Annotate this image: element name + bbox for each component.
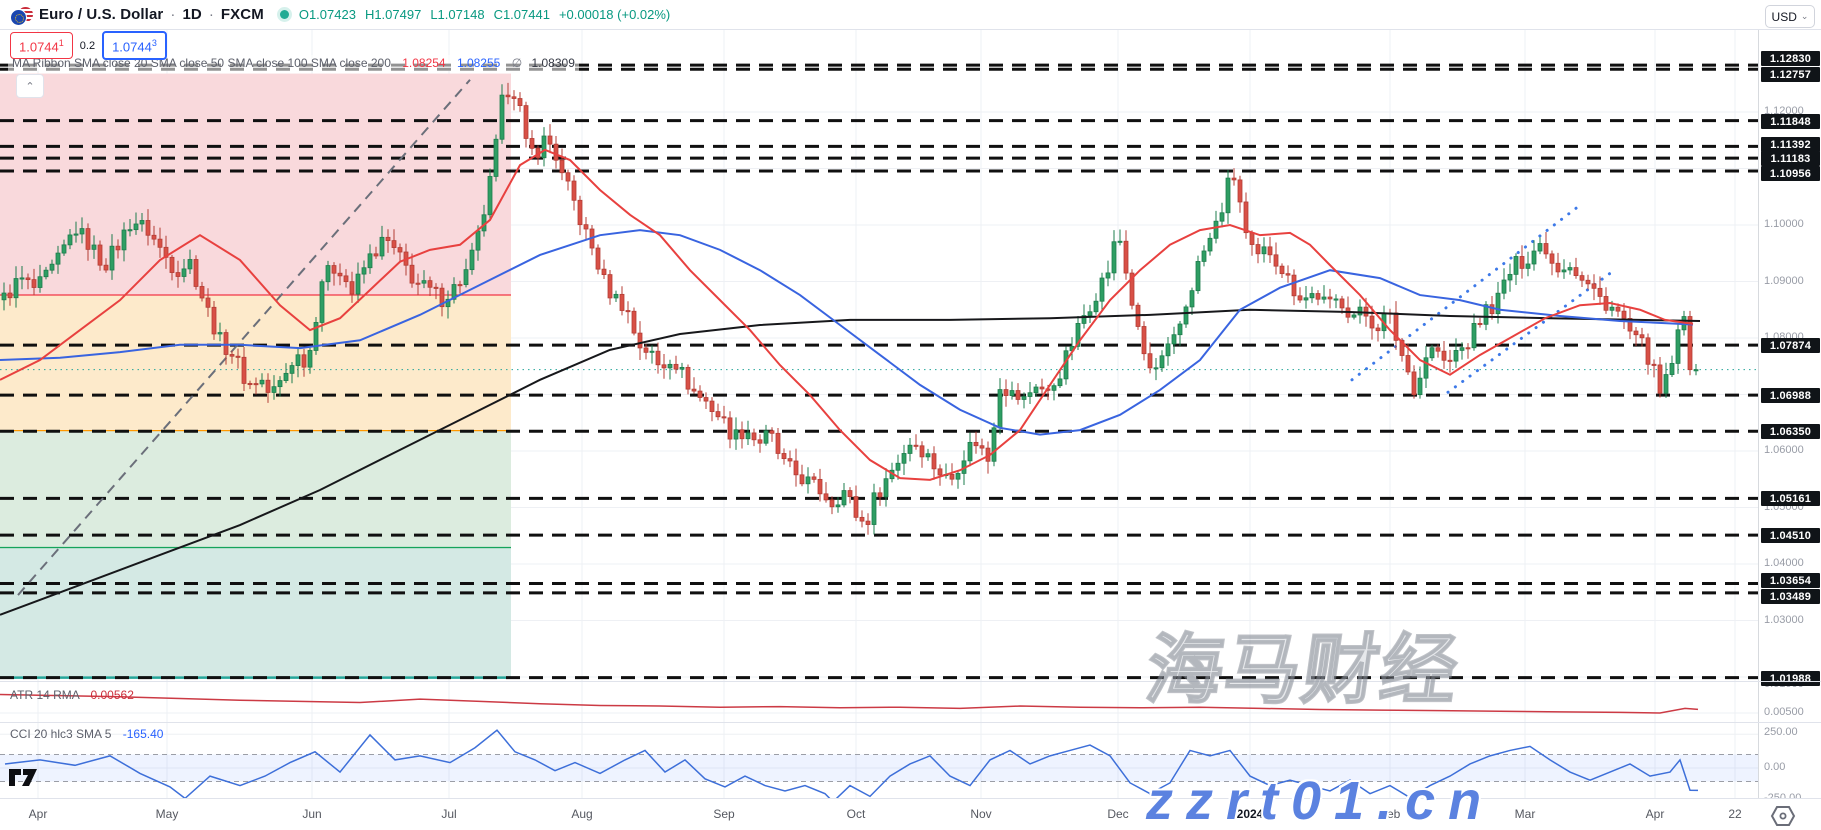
ohlc-values: O1.07423 H1.07497 L1.07148 C1.07441 +0.0… (299, 7, 670, 22)
quote-row: 1.07441 0.2 1.07443 (10, 31, 167, 61)
chevron-up-icon: ⌃ (25, 80, 35, 93)
price-scale-tick: 0.00 (1764, 761, 1786, 773)
currency-selector[interactable]: USD ⌄ (1765, 5, 1815, 28)
currency-label: USD (1771, 9, 1797, 24)
price-scale-tick: 0.00500 (1764, 706, 1804, 718)
price-level-tag: 1.05161 (1761, 491, 1820, 506)
cci-pane (0, 729, 1758, 798)
symbol-button[interactable]: Euro / U.S. Dollar · 1D · FXCM (0, 5, 264, 26)
time-axis-label: Dec (1107, 807, 1129, 821)
time-axis-label: Apr (28, 807, 48, 821)
time-axis-label: Feb (1379, 807, 1401, 821)
collapse-legend-button[interactable]: ⌃ (16, 74, 44, 98)
price-level-tag: 1.11848 (1761, 114, 1820, 129)
time-axis-label: Oct (846, 807, 866, 821)
price-level-tag: 1.11392 (1761, 137, 1820, 152)
hexagon-icon[interactable] (1770, 805, 1796, 827)
change-value: +0.00018 (+0.02%) (558, 7, 671, 22)
zone-green (0, 431, 511, 549)
atr-title[interactable]: ATR 14 RMA (10, 688, 80, 702)
chart-topbar: Euro / U.S. Dollar · 1D · FXCM O1.07423 … (0, 0, 1821, 30)
sma20-line (0, 148, 1694, 481)
price-level-tag: 1.12830 (1761, 51, 1820, 66)
time-axis-label: Nov (970, 807, 992, 821)
time-axis-label: May (155, 807, 179, 821)
price-scale-tick: 1.03000 (1764, 614, 1804, 626)
timeframe-label[interactable]: 1D (182, 6, 202, 23)
chart-plot-area[interactable] (0, 0, 1758, 799)
close-value: C1.07441 (493, 7, 550, 22)
atr-legend[interactable]: ATR 14 RMA 0.00562 (10, 688, 134, 702)
cci-title[interactable]: CCI 20 hlc3 SMA 5 (10, 727, 112, 741)
exchange-label: FXCM (220, 6, 264, 23)
sma200-value: 1.08309 (531, 56, 575, 70)
time-axis-label: Aug (571, 807, 593, 821)
time-axis-label: Apr (1645, 807, 1665, 821)
pane-separator[interactable] (0, 722, 1821, 723)
atr-line (0, 693, 1699, 714)
zone-pink (0, 73, 511, 296)
zone-orange (0, 295, 511, 432)
site-watermark: zzrt01.cn (1146, 771, 1495, 830)
timescale-separator (0, 798, 1821, 799)
sell-button[interactable]: 1.07441 (10, 32, 73, 60)
symbol-title[interactable]: Euro / U.S. Dollar (39, 6, 164, 23)
time-axis-label: 2024 (1236, 807, 1264, 821)
cci-line (4, 729, 1699, 798)
sma100-value: ∅ (511, 56, 523, 70)
pane-separator[interactable] (0, 681, 1821, 682)
price-scale-tick: 1.04000 (1764, 557, 1804, 569)
chevron-down-icon: ⌄ (1800, 11, 1809, 21)
time-axis-label: Sep (713, 807, 735, 821)
spread-value: 0.2 (79, 39, 96, 52)
price-scale-tick: 1.06000 (1764, 444, 1804, 456)
price-scale-tick: 1.09000 (1764, 275, 1804, 287)
time-axis-label: Jul (441, 807, 457, 821)
trendline-dashed (17, 79, 471, 596)
trendline-dotted (1350, 203, 1582, 382)
cci-legend[interactable]: CCI 20 hlc3 SMA 5 -165.40 (10, 727, 163, 741)
cci-value: -165.40 (122, 727, 164, 741)
price-level-tag: 1.12757 (1761, 67, 1820, 82)
high-value: H1.07497 (364, 7, 422, 22)
market-status-icon[interactable] (279, 10, 289, 19)
brand-watermark: 海马财经 (1140, 627, 1466, 714)
time-axis-label: Jun (302, 807, 322, 821)
price-level-tag: 1.10956 (1761, 166, 1820, 181)
time-axis-label: Mar (1514, 807, 1536, 821)
price-scale-tick: 250.00 (1764, 726, 1798, 738)
price-level-tag: 1.06988 (1761, 388, 1820, 403)
price-level-tag: 1.01988 (1761, 671, 1820, 686)
main-pane (0, 63, 1758, 680)
eurusd-flag-icon (10, 5, 34, 26)
zone-teal (0, 548, 511, 678)
atr-value: 0.00562 (90, 688, 134, 702)
sma50-value: 1.08255 (456, 56, 501, 70)
separator: · (170, 6, 176, 23)
price-level-tag: 1.11183 (1761, 151, 1820, 166)
sma200-line (0, 308, 1701, 616)
price-level-tag: 1.07874 (1761, 338, 1820, 353)
tradingview-logo[interactable] (9, 769, 39, 789)
price-level-tag: 1.06350 (1761, 424, 1820, 439)
separator: · (208, 6, 214, 23)
price-level-tag: 1.03489 (1761, 589, 1820, 604)
sma20-value: 1.08254 (402, 56, 446, 70)
price-level-tag: 1.04510 (1761, 528, 1820, 543)
candles (1, 82, 1699, 535)
time-axis-label: 22 (1728, 807, 1742, 821)
atr-pane (0, 693, 1699, 714)
buy-button[interactable]: 1.07443 (102, 31, 167, 61)
open-value: O1.07423 (298, 7, 356, 22)
cci-band (0, 754, 1758, 782)
time-scale[interactable]: Apr May Jun Jul Aug Sep Oct Nov Dec 2024 Feb Mar Apr… (0, 799, 1821, 830)
price-scale-tick: 1.10000 (1764, 218, 1804, 230)
price-scale[interactable]: 1.12000 1.10000 1.09000 1.08000 1.06000 1.050… (1758, 0, 1821, 830)
price-level-tag: 1.03654 (1761, 573, 1820, 588)
low-value: L1.07148 (430, 7, 485, 22)
sma50-line (0, 229, 1694, 436)
